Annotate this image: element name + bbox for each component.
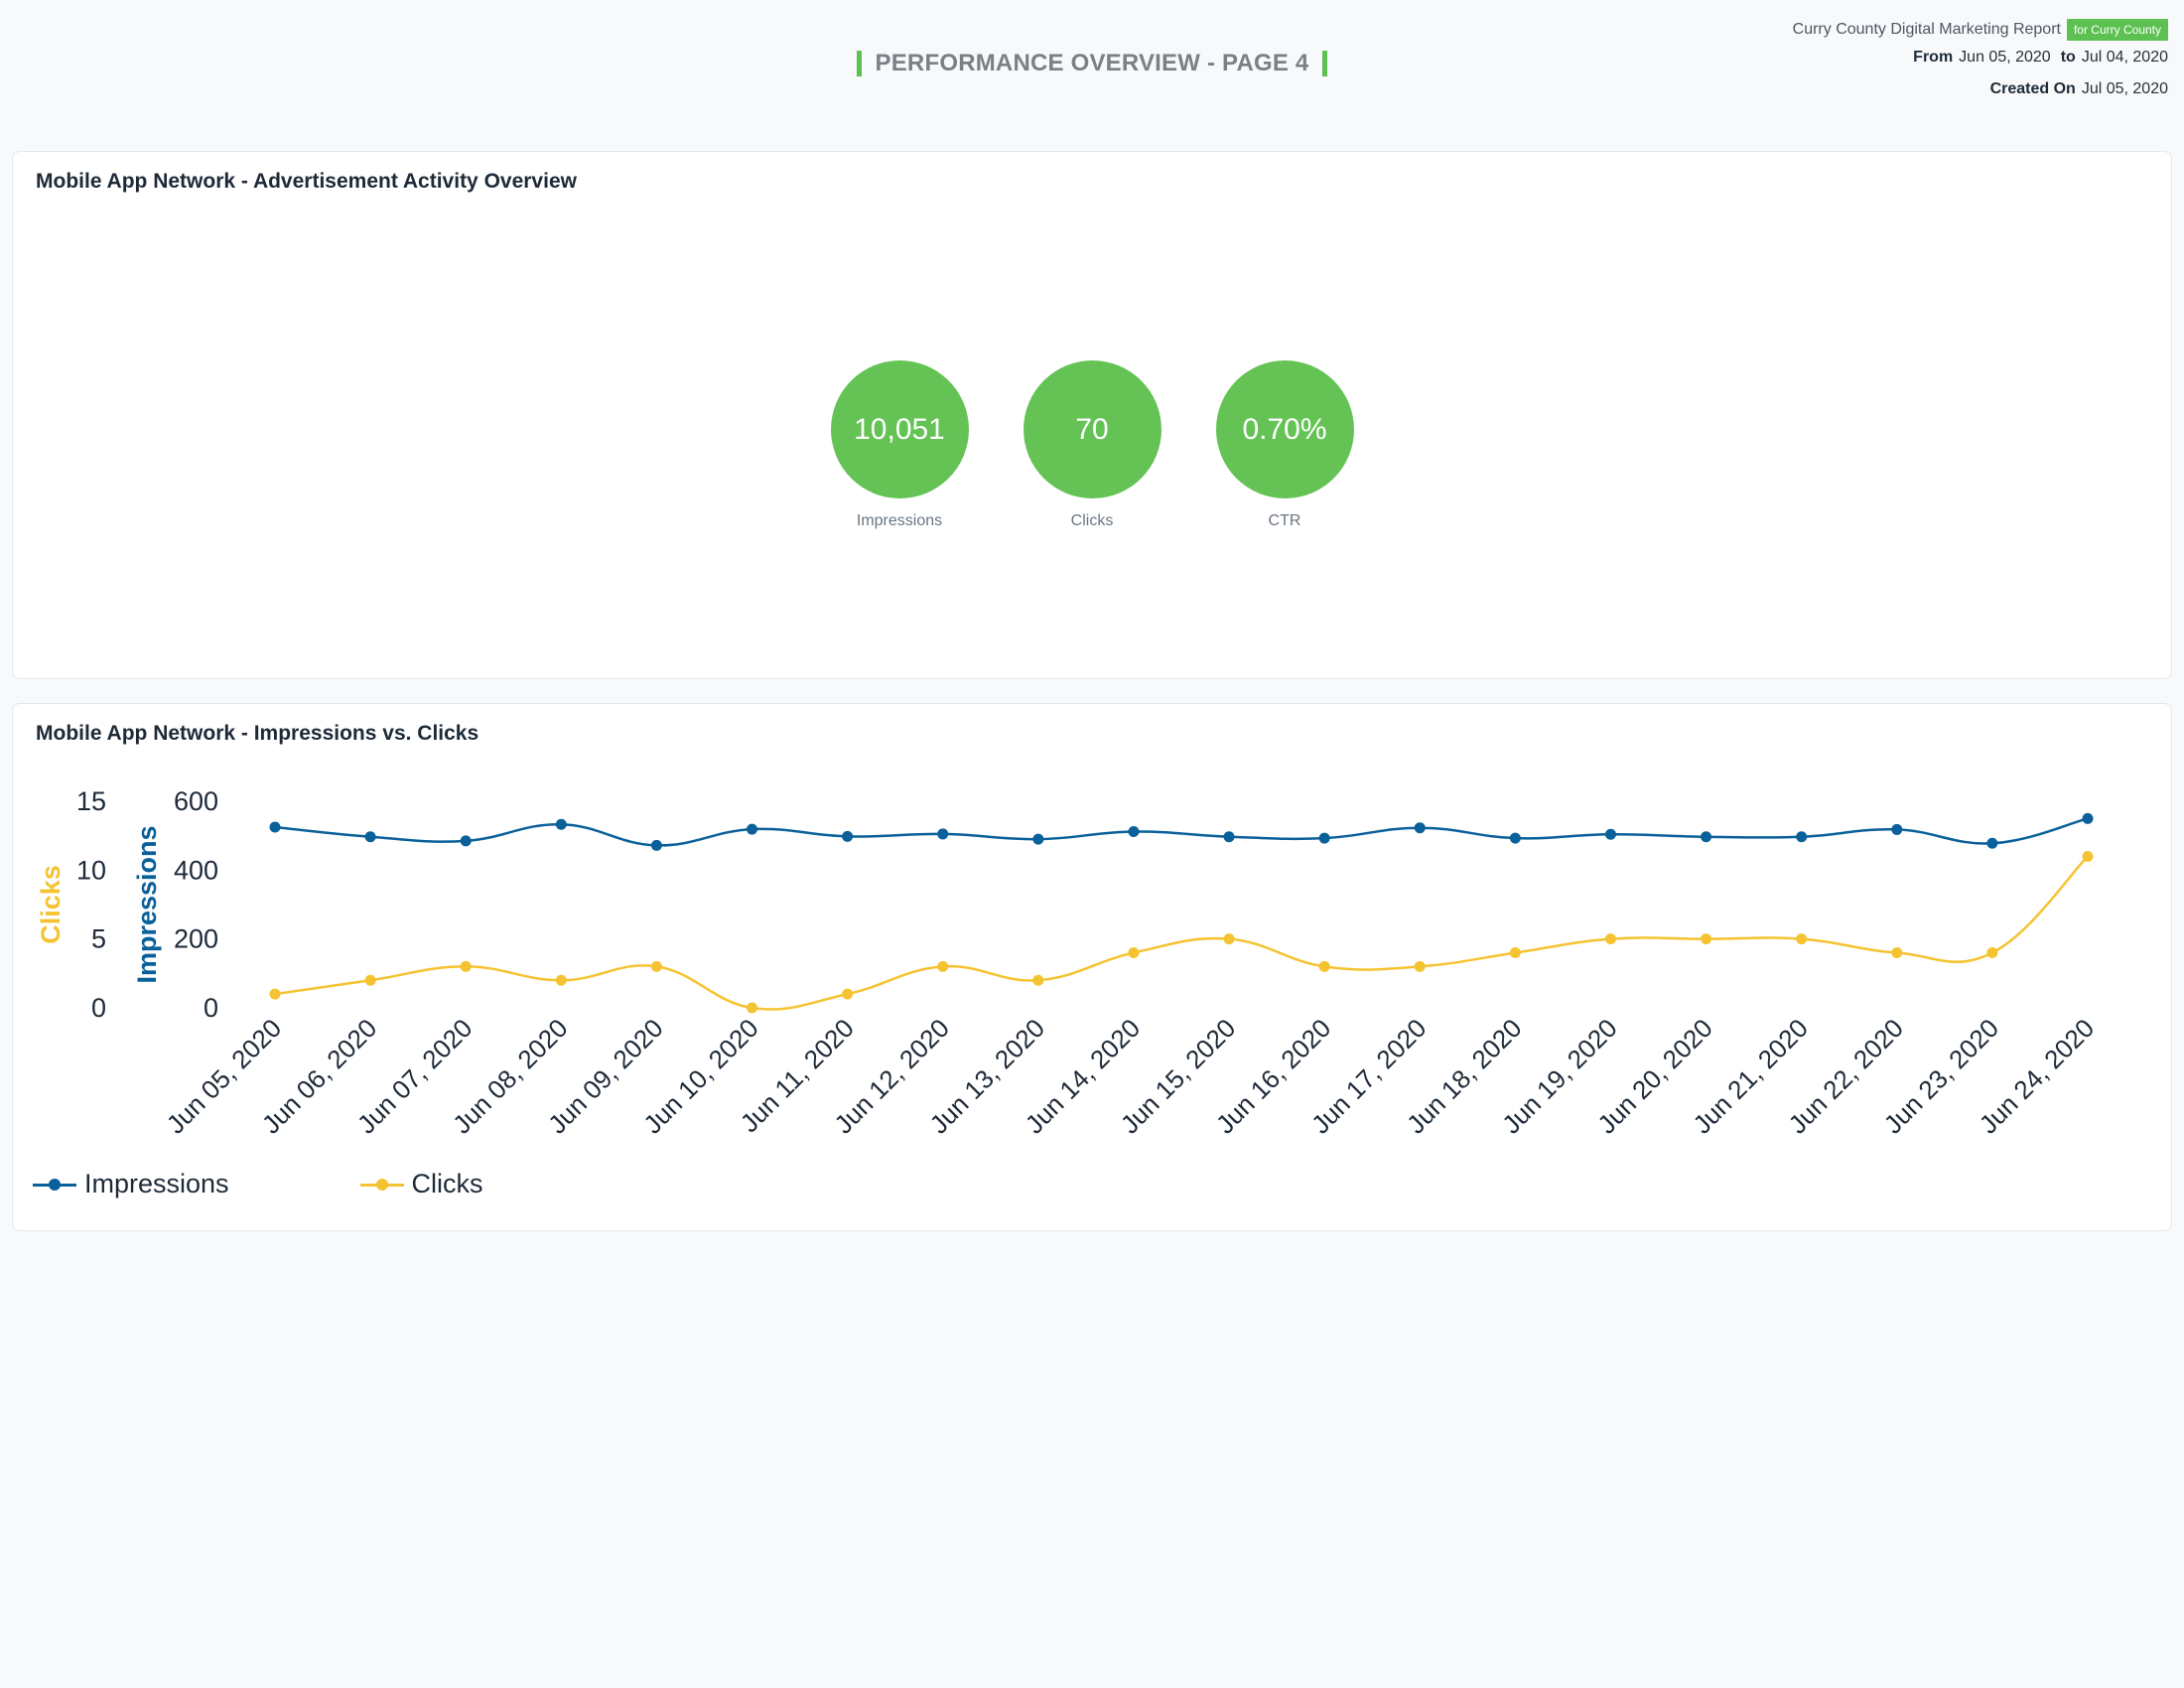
- clicks-point: [1986, 947, 1998, 959]
- created-label: Created On: [1989, 80, 2076, 97]
- kpi-clicks-label: Clicks: [1070, 512, 1114, 529]
- clicks-point: [1891, 947, 1903, 959]
- clicks-line: [274, 855, 2089, 1011]
- impressions-point: [937, 828, 949, 840]
- impressions-point: [1128, 826, 1140, 838]
- from-date: Jun 05, 2020: [1959, 49, 2051, 66]
- impressions-point: [2082, 812, 2094, 824]
- clicks-point: [1128, 947, 1140, 959]
- impressions-point: [1986, 837, 1998, 849]
- legend-impressions[interactable]: Impressions: [33, 1169, 229, 1199]
- legend-clicks-marker: [359, 1178, 404, 1192]
- clicks-point: [460, 960, 472, 972]
- impressions-point: [1891, 823, 1903, 835]
- impressions-point: [555, 818, 567, 830]
- report-meta: Curry County Digital Marketing Report fo…: [1793, 18, 2168, 105]
- clicks-point: [650, 960, 662, 972]
- impressions-point: [747, 823, 758, 835]
- left-axis-label: Clicks: [36, 865, 66, 944]
- from-label: From: [1913, 49, 1954, 66]
- clicks-point: [1604, 933, 1616, 945]
- kpi-clicks: 70 Clicks: [996, 360, 1188, 530]
- impressions-point: [842, 830, 854, 842]
- impressions-point: [1701, 831, 1712, 843]
- clicks-point: [1032, 974, 1044, 986]
- left-tick-label: 15: [76, 786, 106, 816]
- impressions-line: [274, 817, 2089, 847]
- left-tick-label: 5: [91, 924, 106, 954]
- to-date: Jul 04, 2020: [2081, 49, 2168, 66]
- clicks-point: [555, 974, 567, 986]
- impressions-point: [1509, 832, 1521, 844]
- legend-impressions-label: Impressions: [84, 1169, 229, 1198]
- kpi-impressions-label: Impressions: [856, 512, 943, 529]
- right-tick-label: 400: [174, 855, 218, 885]
- impressions-point: [269, 821, 281, 833]
- legend-clicks[interactable]: Clicks: [359, 1169, 483, 1199]
- page-title: PERFORMANCE OVERVIEW - PAGE 4: [875, 50, 1309, 76]
- impressions-point: [1604, 828, 1616, 840]
- clicks-point: [1796, 933, 1808, 945]
- title-accent-right: [1322, 51, 1328, 76]
- impressions-point: [1223, 831, 1235, 843]
- impressions-clicks-panel: Mobile App Network - Impressions vs. Cli…: [12, 703, 2172, 1231]
- impressions-point: [650, 839, 662, 851]
- clicks-point: [364, 974, 376, 986]
- impressions-point: [1032, 833, 1044, 845]
- to-label: to: [2060, 49, 2076, 66]
- activity-overview-title: Mobile App Network - Advertisement Activ…: [36, 170, 577, 193]
- impressions-point: [1796, 831, 1808, 843]
- left-tick-label: 10: [76, 855, 106, 885]
- impressions-point: [364, 831, 376, 843]
- kpi-row: 10,051 Impressions 70 Clicks 0.70% CTR: [13, 360, 2171, 530]
- kpi-ctr-value: 0.70%: [1215, 360, 1354, 498]
- right-axis-label: Impressions: [132, 825, 162, 983]
- title-accent-left: [856, 51, 862, 76]
- clicks-point: [937, 960, 949, 972]
- kpi-ctr-label: CTR: [1268, 512, 1301, 529]
- kpi-ctr: 0.70% CTR: [1188, 360, 1381, 530]
- activity-overview-panel: Mobile App Network - Advertisement Activ…: [12, 151, 2172, 679]
- clicks-point: [1414, 960, 1426, 972]
- clicks-point: [1509, 947, 1521, 959]
- clicks-point: [269, 988, 281, 1000]
- page-header: PERFORMANCE OVERVIEW - PAGE 4: [0, 50, 2184, 81]
- report-badge: for Curry County: [2066, 19, 2168, 41]
- kpi-impressions-value: 10,051: [830, 360, 969, 498]
- impressions-point: [1318, 832, 1330, 844]
- right-tick-label: 0: [204, 993, 218, 1023]
- clicks-point: [2082, 850, 2094, 862]
- chart-legend: Impressions Clicks: [33, 1169, 483, 1199]
- right-tick-label: 200: [174, 924, 218, 954]
- legend-impressions-marker: [33, 1178, 76, 1192]
- clicks-point: [1701, 933, 1712, 945]
- kpi-impressions: 10,051 Impressions: [803, 360, 996, 530]
- created-date: Jul 05, 2020: [2081, 80, 2168, 97]
- clicks-point: [842, 988, 854, 1000]
- legend-clicks-label: Clicks: [411, 1169, 483, 1198]
- clicks-point: [1318, 960, 1330, 972]
- right-tick-label: 600: [174, 786, 218, 816]
- impressions-point: [460, 835, 472, 847]
- chart-title: Mobile App Network - Impressions vs. Cli…: [36, 722, 479, 745]
- clicks-point: [747, 1002, 758, 1014]
- kpi-clicks-value: 70: [1023, 360, 1161, 498]
- clicks-point: [1223, 933, 1235, 945]
- report-name: Curry County Digital Marketing Report: [1792, 21, 2061, 38]
- left-tick-label: 0: [91, 993, 106, 1023]
- impressions-point: [1414, 822, 1426, 834]
